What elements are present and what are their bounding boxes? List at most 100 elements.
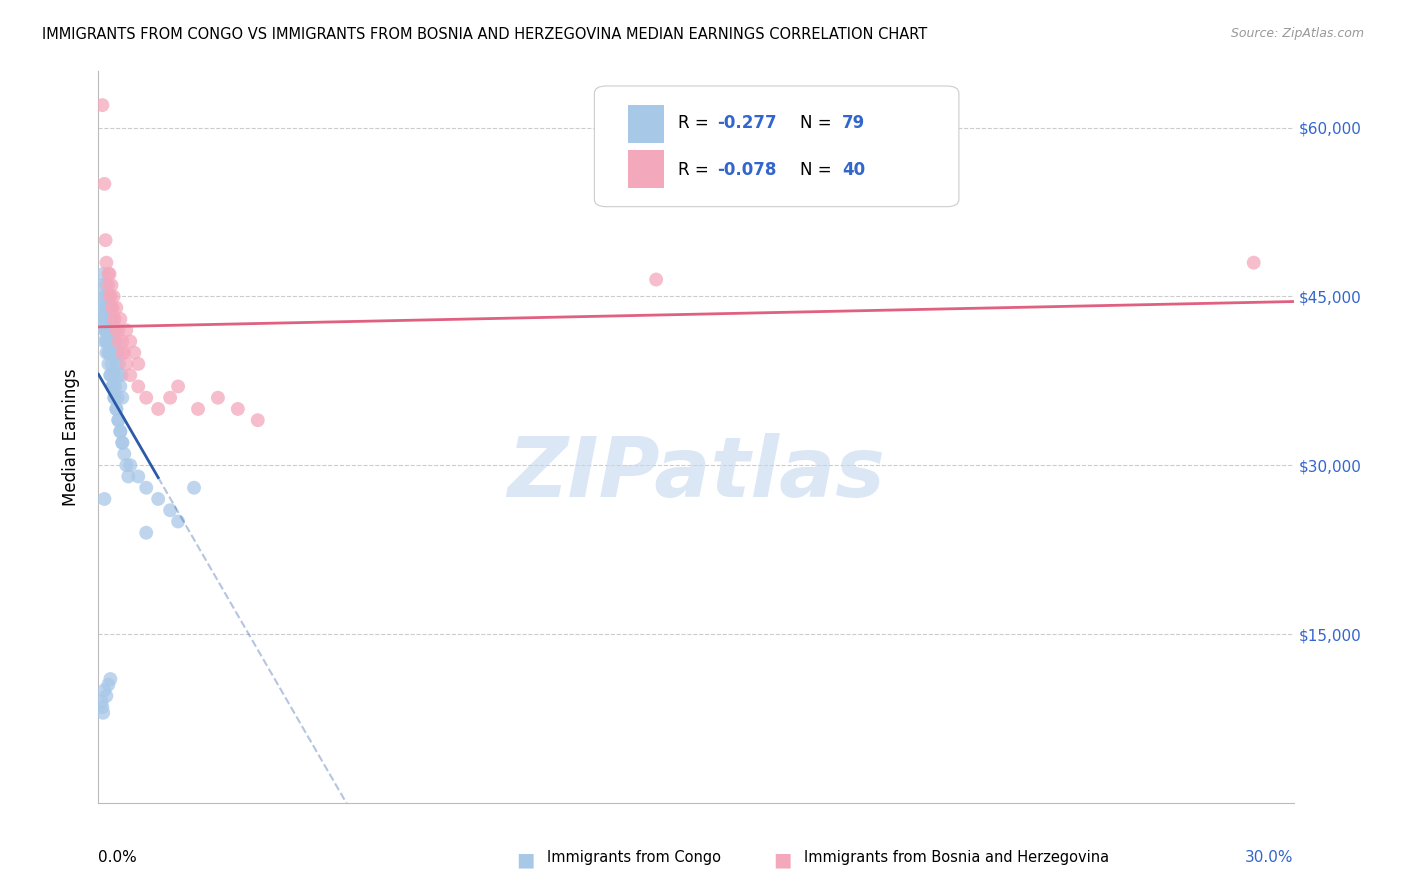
Point bbox=[111, 435, 134, 450]
Point bbox=[207, 391, 229, 405]
Point bbox=[101, 312, 124, 326]
Point bbox=[103, 289, 125, 303]
Point bbox=[97, 312, 120, 326]
Point bbox=[107, 391, 129, 405]
Text: Immigrants from Bosnia and Herzegovina: Immigrants from Bosnia and Herzegovina bbox=[804, 850, 1109, 865]
Point bbox=[111, 391, 134, 405]
Point bbox=[98, 323, 122, 337]
Point bbox=[105, 323, 128, 337]
Point bbox=[135, 481, 157, 495]
Point bbox=[112, 447, 135, 461]
Point bbox=[91, 312, 114, 326]
Point bbox=[104, 334, 127, 349]
Point bbox=[110, 368, 132, 383]
Point bbox=[104, 379, 127, 393]
Point bbox=[98, 301, 122, 315]
Point bbox=[93, 491, 115, 506]
Point bbox=[100, 334, 122, 349]
FancyBboxPatch shape bbox=[595, 86, 959, 207]
Point bbox=[103, 345, 125, 359]
Point bbox=[107, 413, 129, 427]
Point bbox=[91, 278, 114, 293]
Point bbox=[187, 401, 209, 416]
Point bbox=[103, 391, 125, 405]
Point bbox=[115, 357, 138, 371]
Point bbox=[107, 413, 129, 427]
Point bbox=[111, 345, 134, 359]
Point bbox=[97, 357, 120, 371]
Point bbox=[101, 379, 124, 393]
Point bbox=[91, 312, 114, 326]
Point bbox=[167, 515, 190, 529]
Point bbox=[98, 345, 121, 359]
Point bbox=[127, 357, 149, 371]
Point bbox=[91, 301, 114, 315]
Point bbox=[112, 345, 135, 359]
Point bbox=[111, 435, 134, 450]
Point bbox=[103, 368, 125, 383]
Y-axis label: Median Earnings: Median Earnings bbox=[62, 368, 80, 506]
Point bbox=[90, 301, 112, 315]
Text: 40: 40 bbox=[842, 161, 865, 179]
Point bbox=[107, 345, 129, 359]
Point bbox=[226, 401, 249, 416]
Point bbox=[159, 503, 181, 517]
Point bbox=[105, 357, 128, 371]
Point bbox=[93, 289, 115, 303]
Point bbox=[124, 345, 146, 359]
Point bbox=[96, 255, 118, 269]
Point bbox=[93, 683, 115, 698]
Point bbox=[148, 491, 170, 506]
Text: ZIPatlas: ZIPatlas bbox=[508, 434, 884, 514]
Point bbox=[91, 98, 114, 112]
Point bbox=[107, 323, 129, 337]
Point bbox=[94, 312, 117, 326]
Point bbox=[101, 379, 124, 393]
Point bbox=[98, 267, 121, 281]
Point bbox=[96, 345, 118, 359]
Point bbox=[120, 334, 142, 349]
Point bbox=[115, 323, 138, 337]
Point bbox=[98, 289, 122, 303]
Point bbox=[98, 323, 121, 337]
Point bbox=[103, 312, 125, 326]
Point bbox=[96, 334, 118, 349]
Point bbox=[98, 672, 122, 686]
Text: R =: R = bbox=[678, 161, 714, 179]
Point bbox=[183, 481, 205, 495]
Point bbox=[645, 272, 668, 286]
Point bbox=[105, 401, 128, 416]
Point bbox=[91, 706, 114, 720]
Text: 30.0%: 30.0% bbox=[1246, 850, 1294, 865]
Point bbox=[101, 301, 124, 315]
Point bbox=[103, 323, 125, 337]
Point bbox=[93, 323, 115, 337]
Point bbox=[115, 458, 138, 473]
Text: R =: R = bbox=[678, 113, 714, 131]
Point bbox=[107, 334, 129, 349]
Text: Immigrants from Congo: Immigrants from Congo bbox=[547, 850, 721, 865]
Point bbox=[96, 334, 118, 349]
Point bbox=[96, 689, 118, 703]
Point bbox=[96, 289, 118, 303]
Point bbox=[97, 345, 120, 359]
Text: IMMIGRANTS FROM CONGO VS IMMIGRANTS FROM BOSNIA AND HERZEGOVINA MEDIAN EARNINGS : IMMIGRANTS FROM CONGO VS IMMIGRANTS FROM… bbox=[42, 27, 928, 42]
Point bbox=[94, 233, 117, 247]
Point bbox=[91, 267, 114, 281]
Point bbox=[105, 301, 128, 315]
Point bbox=[101, 301, 124, 315]
Point bbox=[103, 391, 125, 405]
Text: N =: N = bbox=[800, 113, 837, 131]
Point bbox=[96, 301, 118, 315]
Point bbox=[93, 177, 115, 191]
Point bbox=[246, 413, 269, 427]
Point bbox=[110, 379, 132, 393]
Text: 79: 79 bbox=[842, 113, 865, 131]
Point bbox=[103, 312, 125, 326]
Point bbox=[100, 357, 122, 371]
Point bbox=[1243, 255, 1265, 269]
Point bbox=[110, 425, 132, 439]
Point bbox=[127, 469, 149, 483]
Point bbox=[98, 289, 122, 303]
Point bbox=[94, 323, 117, 337]
